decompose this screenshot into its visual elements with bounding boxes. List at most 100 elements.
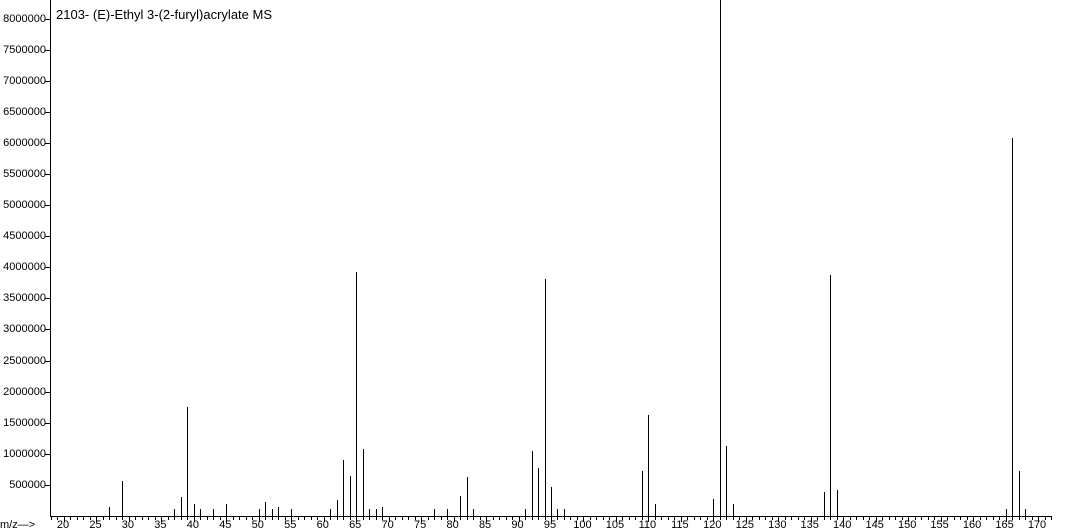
x-tick-minor xyxy=(603,516,604,520)
spectrum-peak xyxy=(557,509,558,516)
x-tick-minor xyxy=(700,516,701,520)
x-tick-minor xyxy=(993,516,994,520)
x-tick-minor xyxy=(525,516,526,520)
spectrum-peak xyxy=(447,509,448,516)
x-tick-minor xyxy=(765,516,766,520)
x-tick-label: 30 xyxy=(122,519,134,531)
x-tick-label: 65 xyxy=(349,519,361,531)
spectrum-peak xyxy=(181,497,182,516)
y-tick-label: 2000000 xyxy=(3,386,46,398)
x-tick-minor xyxy=(960,516,961,520)
x-tick-minor xyxy=(246,516,247,520)
spectrum-peak xyxy=(200,509,201,516)
spectrum-peak xyxy=(278,507,279,516)
x-tick-minor xyxy=(148,516,149,520)
x-tick-minor xyxy=(363,516,364,520)
x-tick-minor xyxy=(233,516,234,520)
spectrum-peak xyxy=(291,509,292,516)
x-tick-minor xyxy=(759,516,760,520)
spectrum-peak xyxy=(467,477,468,516)
x-tick-minor xyxy=(694,516,695,520)
x-tick-label: 25 xyxy=(89,519,101,531)
x-tick-minor xyxy=(629,516,630,520)
x-tick-label: 85 xyxy=(479,519,491,531)
x-tick-minor xyxy=(272,516,273,520)
spectrum-peak xyxy=(473,509,474,516)
x-tick-label: 95 xyxy=(544,519,556,531)
x-tick-minor xyxy=(278,516,279,520)
y-tick-label: 4500000 xyxy=(3,230,46,242)
x-tick-label: 135 xyxy=(801,519,819,531)
x-tick-minor xyxy=(661,516,662,520)
x-tick-label: 120 xyxy=(703,519,721,531)
x-tick-minor xyxy=(428,516,429,520)
x-tick-minor xyxy=(824,516,825,520)
x-tick-label: 140 xyxy=(833,519,851,531)
spectrum-peak xyxy=(733,504,734,516)
y-tick-label: 3500000 xyxy=(3,292,46,304)
x-tick-label: 145 xyxy=(865,519,883,531)
x-tick-minor xyxy=(798,516,799,520)
spectrum-peak xyxy=(109,507,110,516)
x-tick-minor xyxy=(1019,516,1020,520)
x-tick-label: 80 xyxy=(446,519,458,531)
spectrum-peak xyxy=(545,279,546,516)
spectrum-peak xyxy=(434,509,435,516)
y-tick-label: 7000000 xyxy=(3,75,46,87)
spectrum-peak xyxy=(830,275,831,516)
x-tick-label: 55 xyxy=(284,519,296,531)
x-tick-minor xyxy=(921,516,922,520)
x-axis-label: m/z—> xyxy=(0,519,35,531)
x-tick-minor xyxy=(330,516,331,520)
y-tick-label: 1500000 xyxy=(3,417,46,429)
x-tick-label: 90 xyxy=(511,519,523,531)
x-tick-label: 170 xyxy=(1028,519,1046,531)
x-tick-minor xyxy=(304,516,305,520)
spectrum-peak xyxy=(460,496,461,516)
y-tick-label: 5500000 xyxy=(3,168,46,180)
spectrum-peak xyxy=(122,481,123,516)
spectrum-peak xyxy=(174,509,175,516)
y-tick-label: 500000 xyxy=(9,479,46,491)
x-tick-minor xyxy=(928,516,929,520)
y-tick-label: 7500000 xyxy=(3,44,46,56)
x-tick-label: 100 xyxy=(573,519,591,531)
x-tick-minor xyxy=(174,516,175,520)
x-tick-minor xyxy=(733,516,734,520)
x-tick-minor xyxy=(181,516,182,520)
x-tick-minor xyxy=(1051,516,1052,520)
x-tick-minor xyxy=(499,516,500,520)
x-tick-minor xyxy=(863,516,864,520)
spectrum-peak xyxy=(213,509,214,516)
x-tick-label: 60 xyxy=(317,519,329,531)
spectrum-peak xyxy=(330,509,331,516)
x-tick-minor xyxy=(77,516,78,520)
x-tick-minor xyxy=(467,516,468,520)
x-tick-minor xyxy=(473,516,474,520)
spectrum-peak xyxy=(343,460,344,516)
spectrum-peak xyxy=(272,509,273,516)
mass-spectrum-chart: 2103- (E)-Ethyl 3-(2-furyl)acrylate MS m… xyxy=(0,0,1066,531)
x-tick-minor xyxy=(311,516,312,520)
spectrum-peak xyxy=(1012,138,1013,516)
spectrum-peak xyxy=(713,499,714,516)
spectrum-peak xyxy=(226,504,227,516)
y-tick-label: 6000000 xyxy=(3,137,46,149)
spectrum-peak xyxy=(363,449,364,516)
x-tick-minor xyxy=(83,516,84,520)
x-tick-minor xyxy=(298,516,299,520)
x-tick-minor xyxy=(70,516,71,520)
x-tick-minor xyxy=(395,516,396,520)
x-tick-minor xyxy=(207,516,208,520)
spectrum-peak xyxy=(642,471,643,516)
spectrum-peak xyxy=(1025,509,1026,516)
x-tick-minor xyxy=(895,516,896,520)
x-tick-label: 125 xyxy=(736,519,754,531)
spectrum-peak xyxy=(376,509,377,516)
x-tick-minor xyxy=(460,516,461,520)
x-tick-label: 45 xyxy=(219,519,231,531)
x-tick-label: 130 xyxy=(768,519,786,531)
x-tick-minor xyxy=(570,516,571,520)
x-tick-label: 155 xyxy=(930,519,948,531)
x-tick-label: 70 xyxy=(382,519,394,531)
